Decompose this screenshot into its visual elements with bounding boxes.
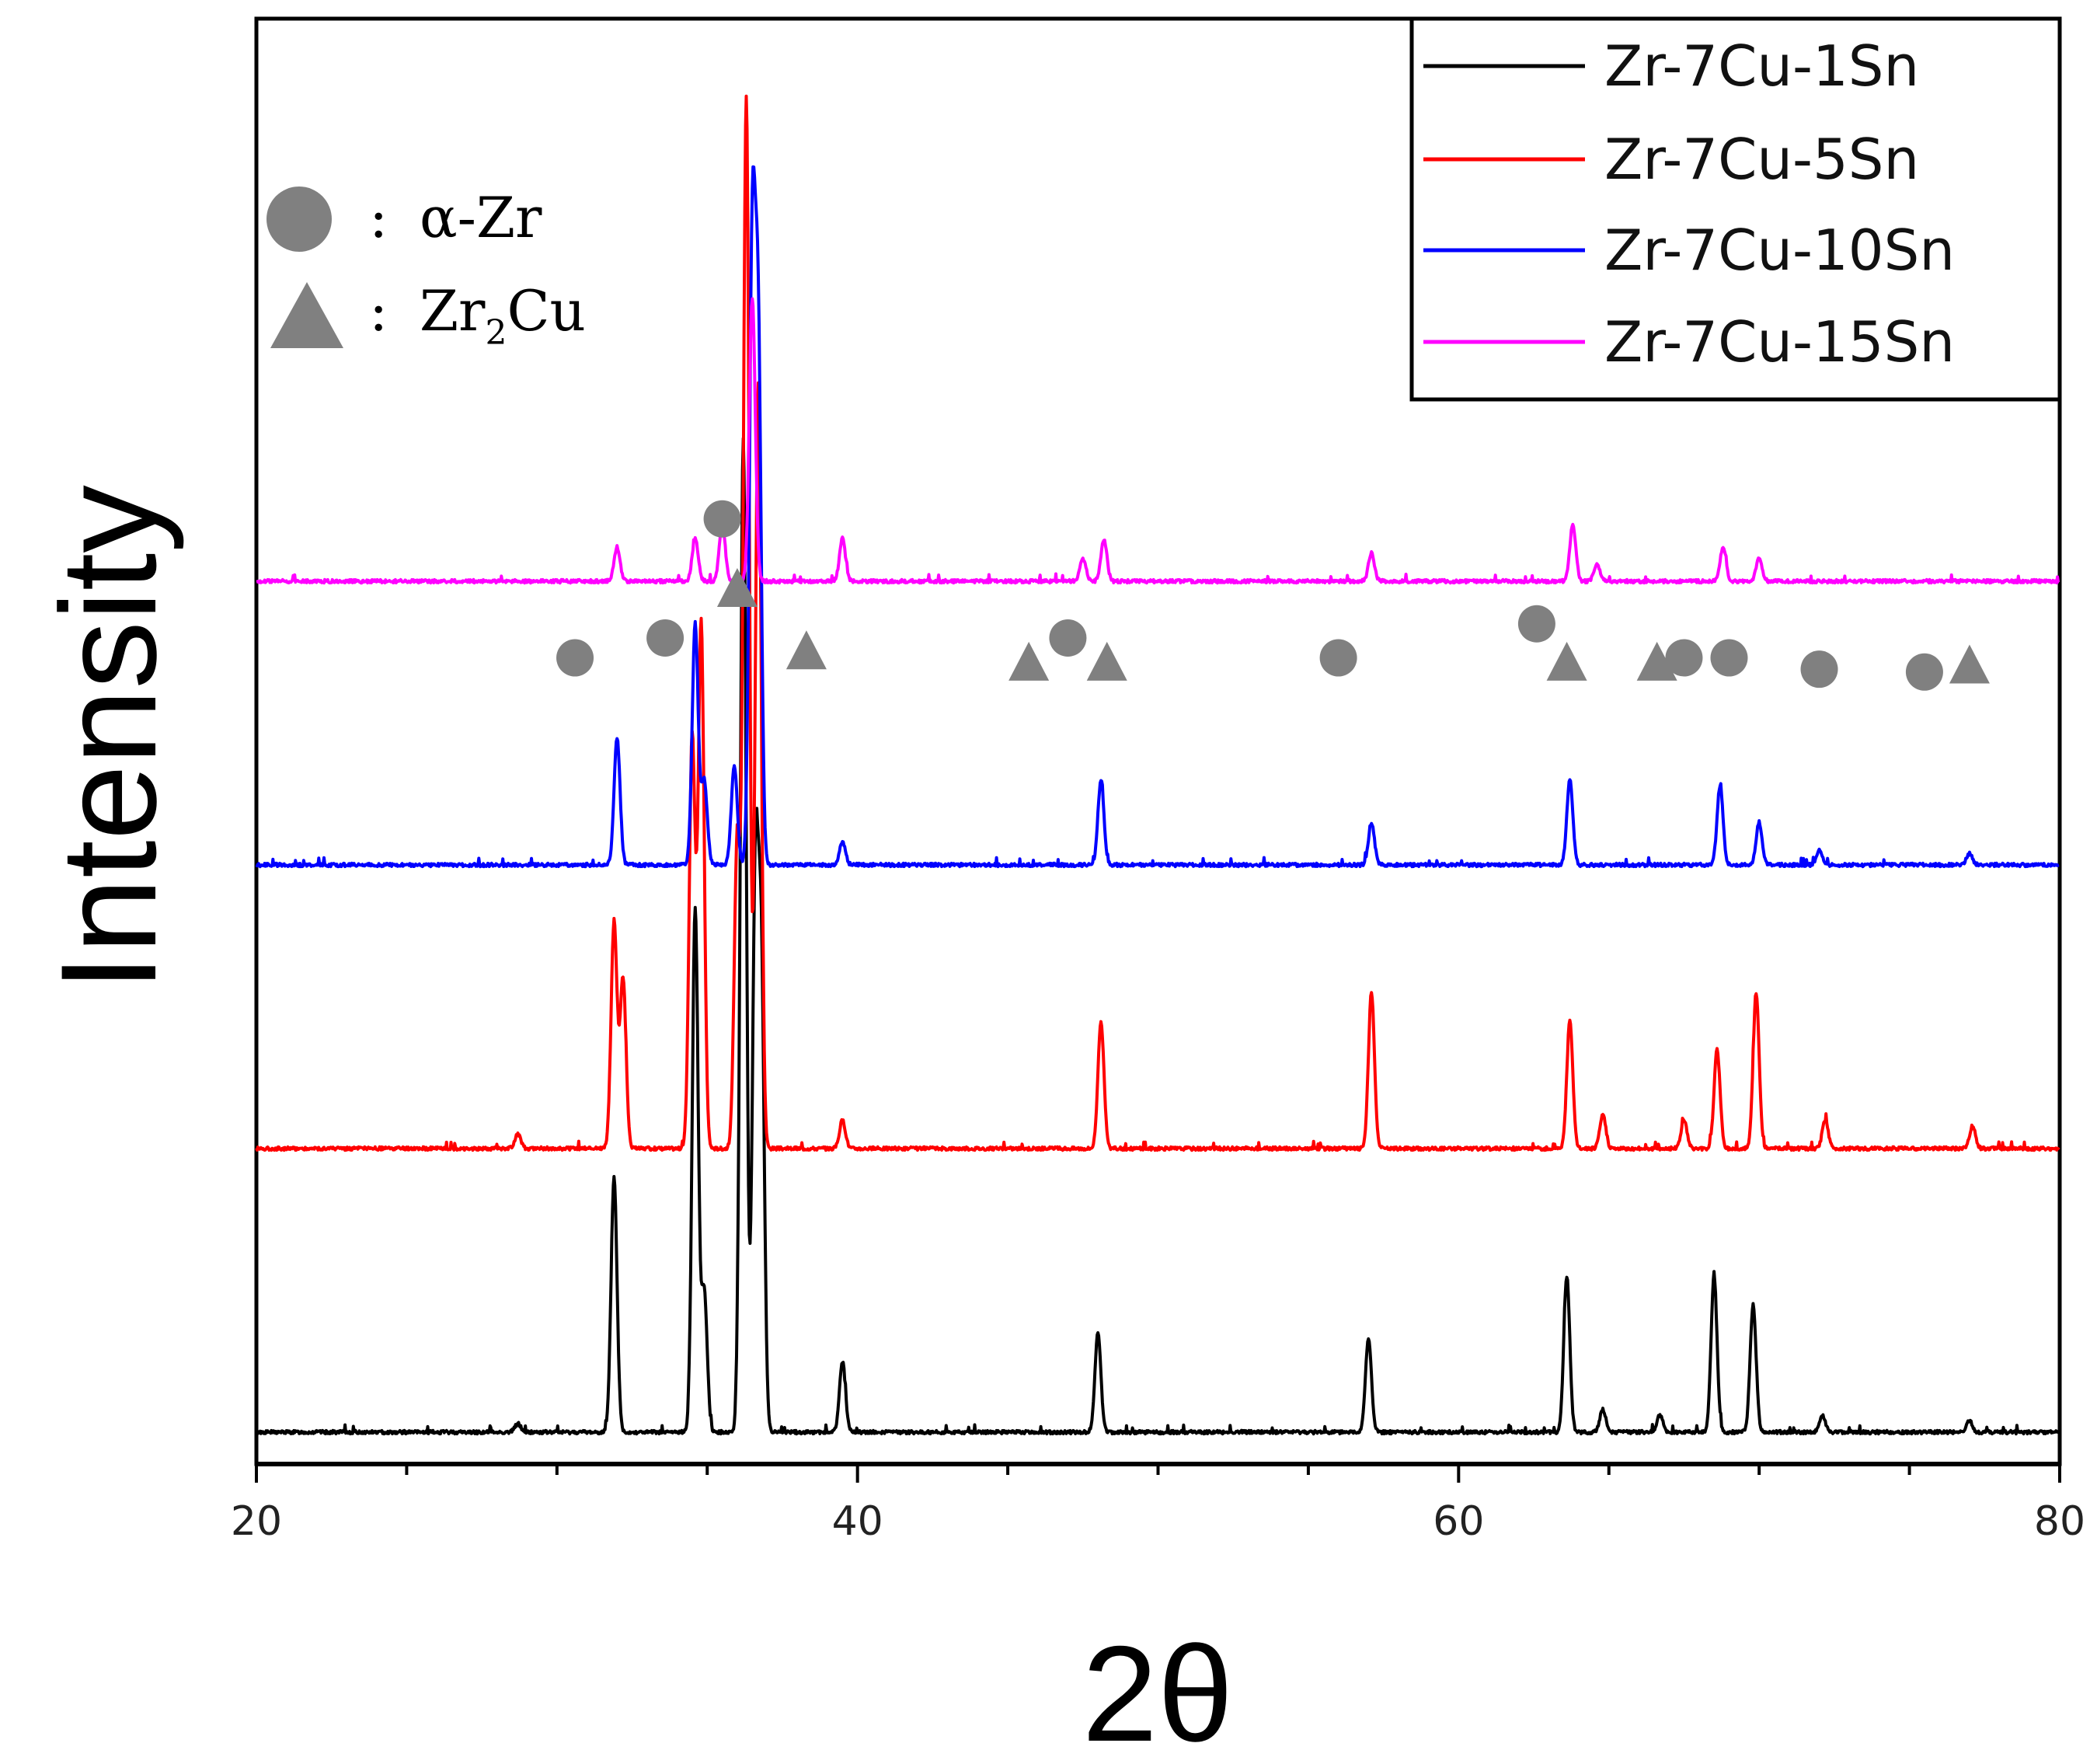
zr2cu-label-subscript: 2 [485, 313, 507, 353]
alpha-zr-marker [1665, 639, 1703, 677]
series-line-4 [256, 297, 2060, 585]
zr2cu-marker [1949, 644, 1990, 684]
zr2cu-label-suffix: Cu [507, 278, 585, 343]
series-line-2 [255, 94, 2060, 1152]
alpha-zr-marker [703, 500, 741, 538]
zr2cu-marker [786, 630, 827, 670]
zr2cu-marker [1636, 641, 1677, 681]
zr2cu-triangle-icon [270, 282, 343, 348]
x-tick-label: 20 [231, 1498, 282, 1545]
alpha-zr-marker [1517, 605, 1555, 643]
alpha-zr-marker [1049, 619, 1087, 657]
legend-box [1409, 16, 2062, 402]
series-legend: Zr-7Cu-1Sn Zr-7Cu-5Sn Zr-7Cu-10Sn Zr-7Cu… [1409, 16, 2062, 402]
zr2cu-marker [1008, 641, 1050, 681]
x-tick-label: 40 [832, 1498, 883, 1545]
zr2cu-label: Zr2Cu [420, 278, 586, 353]
series-layer [255, 94, 2060, 1436]
zr2cu-marker [716, 567, 758, 607]
zr2cu-colon: : [369, 278, 388, 343]
x-tick-label: 60 [1433, 1498, 1484, 1545]
legend-label-3: Zr-7Cu-10Sn [1604, 218, 1955, 283]
phase-marker-layer [556, 500, 1990, 691]
y-axis-title: Intensity [33, 485, 185, 992]
zr2cu-marker [1546, 641, 1587, 681]
series-line-3 [255, 165, 2060, 869]
alpha-zr-colon: : [369, 185, 388, 250]
alpha-zr-marker [556, 639, 594, 677]
alpha-zr-label: α-Zr [420, 185, 542, 250]
legend-label-2: Zr-7Cu-5Sn [1604, 127, 1919, 192]
alpha-zr-marker [1710, 639, 1748, 677]
alpha-zr-marker [646, 619, 684, 657]
legend-label-4: Zr-7Cu-15Sn [1604, 309, 1955, 375]
alpha-zr-marker [1800, 650, 1838, 689]
alpha-zr-marker [1319, 639, 1357, 677]
alpha-zr-circle-icon [266, 187, 332, 252]
alpha-zr-marker [1905, 653, 1943, 691]
x-axis-title: 2θ [1082, 1619, 1234, 1764]
series-line-1 [255, 437, 2060, 1436]
x-tick-label: 80 [2034, 1498, 2085, 1545]
zr2cu-label-main: Zr [420, 278, 486, 343]
legend-label-1: Zr-7Cu-1Sn [1604, 33, 1919, 99]
zr2cu-marker [1086, 641, 1127, 681]
x-axis-ticks: 20 40 60 80 [231, 1464, 2085, 1545]
phase-marker-legend: : α-Zr : Zr2Cu [266, 185, 586, 353]
